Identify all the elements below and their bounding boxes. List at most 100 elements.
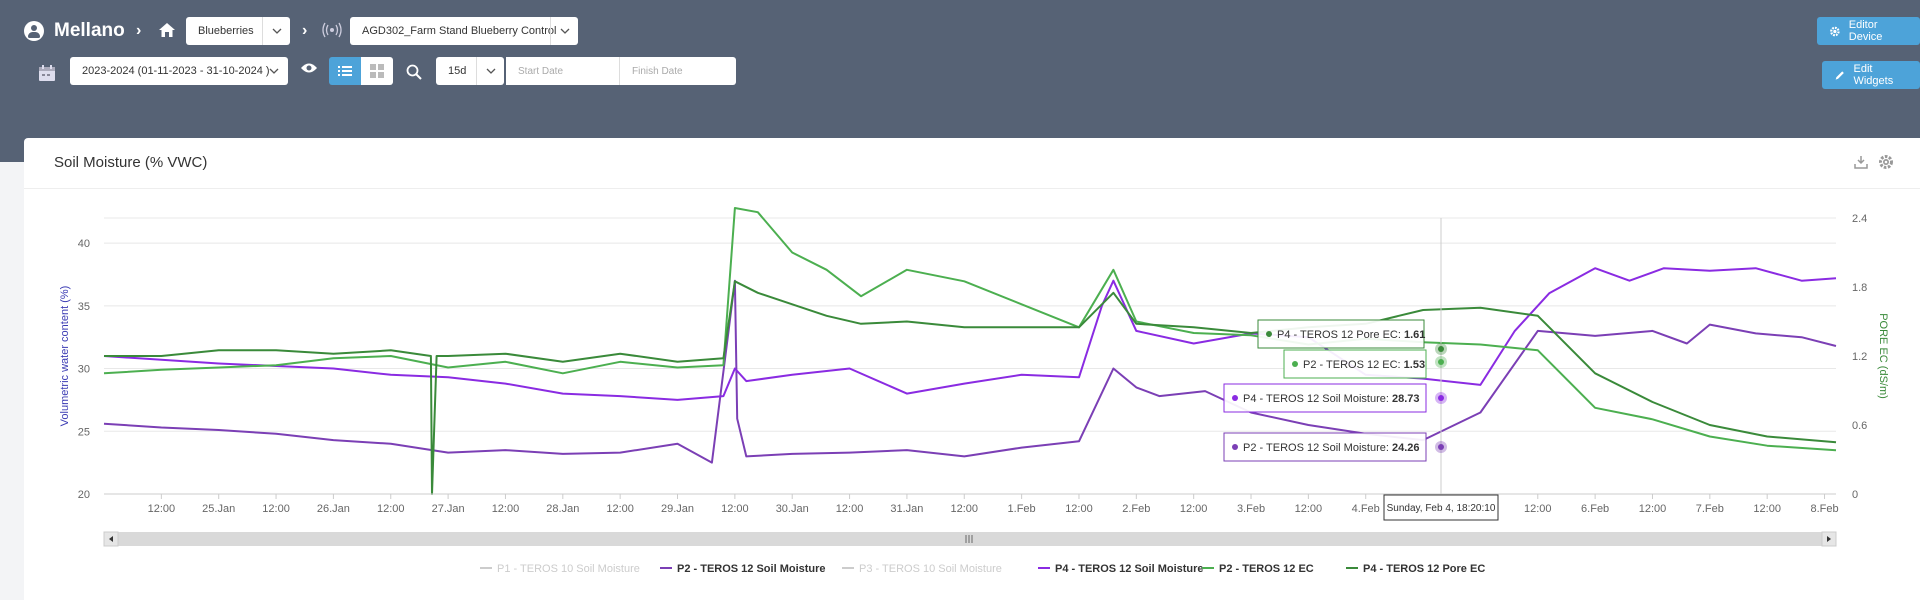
view-toggle	[329, 57, 393, 85]
y-left-tick-label: 20	[78, 489, 90, 501]
editor-device-button[interactable]: Editor Device	[1817, 17, 1920, 45]
brand-name: Mellano	[54, 20, 125, 41]
finish-date-input[interactable]: Finish Date	[620, 57, 736, 85]
tooltip-dot	[1292, 361, 1298, 367]
farm-select-value: Blueberries	[198, 25, 254, 37]
legend-label: P2 - TEROS 12 Soil Moisture	[677, 563, 826, 575]
series-line[interactable]	[103, 267, 1837, 401]
x-tick-label: 12:00	[262, 503, 290, 515]
legend-label: P4 - TEROS 12 Pore EC	[1363, 563, 1485, 575]
top-bar: Mellano › Blueberries › AGD302_Farm Stan…	[0, 0, 1920, 162]
series-line[interactable]	[103, 207, 1837, 452]
legend-item[interactable]: P2 - TEROS 12 EC	[1202, 563, 1314, 575]
tooltip-value: 1.61	[1404, 329, 1425, 341]
edit-widgets-label: Edit Widgets	[1853, 63, 1894, 87]
chevron-right-icon: ›	[302, 22, 308, 39]
pencil-icon	[1835, 70, 1844, 80]
series-line[interactable]	[103, 279, 1837, 464]
x-tick-label: 12:00	[1295, 503, 1323, 515]
x-tick-label: 12:00	[377, 503, 405, 515]
eye-icon[interactable]	[300, 62, 318, 74]
legend-item[interactable]: P4 - TEROS 12 Pore EC	[1346, 563, 1485, 575]
hover-marker-dot	[1438, 346, 1444, 352]
tooltip-box	[1257, 319, 1425, 349]
chevron-right-icon: ›	[136, 22, 142, 39]
x-tick-label: 6.Feb	[1581, 503, 1609, 515]
tooltip-text: P4 - TEROS 12 Soil Moisture: 28.73	[1243, 393, 1420, 405]
legend-label: P4 - TEROS 12 Soil Moisture	[1055, 563, 1204, 575]
series-line[interactable]	[104, 280, 1837, 495]
user-icon[interactable]	[24, 21, 44, 41]
chevron-down-icon	[262, 17, 290, 45]
y-right-tick-label: 1.2	[1852, 351, 1867, 363]
x-tick-label: 12:00	[606, 503, 634, 515]
tooltip-series-name: P4 - TEROS 12 Soil Moisture:	[1243, 393, 1392, 405]
device-select[interactable]: AGD302_Farm Stand Blueberry Control	[350, 17, 578, 45]
chevron-down-icon	[476, 57, 504, 85]
scroll-left-arrow-icon	[109, 536, 113, 542]
legend-item[interactable]: P3 - TEROS 10 Soil Moisture	[842, 563, 1002, 575]
tooltip-series-name: P2 - TEROS 12 EC:	[1303, 359, 1404, 371]
grid-icon	[370, 64, 384, 78]
y-right-tick-label: 0	[1852, 489, 1858, 501]
y-left-axis-title: Volumetric water content (%)	[59, 286, 71, 427]
y-left-tick-label: 30	[78, 364, 90, 376]
range-select[interactable]: 15d	[436, 57, 504, 85]
hover-marker-dot	[1438, 444, 1444, 450]
calendar-icon[interactable]	[38, 64, 56, 82]
x-tick-label: 12:00	[148, 503, 176, 515]
grid-view-button[interactable]	[361, 57, 393, 85]
tooltip-text: P2 - TEROS 12 Soil Moisture: 24.26	[1243, 442, 1420, 454]
farm-select[interactable]: Blueberries	[186, 17, 290, 45]
tooltip-box	[1283, 349, 1427, 379]
x-tick-label: 26.Jan	[317, 503, 350, 515]
tooltip-dot	[1266, 331, 1272, 337]
legend-label: P1 - TEROS 10 Soil Moisture	[497, 563, 640, 575]
search-icon[interactable]	[406, 64, 422, 80]
tooltip-box	[1223, 383, 1427, 413]
chevron-down-icon	[550, 17, 578, 45]
x-tick-label: 29.Jan	[661, 503, 694, 515]
edit-widgets-button[interactable]: Edit Widgets	[1822, 61, 1920, 89]
list-view-button[interactable]	[329, 57, 361, 85]
hover-marker-dot	[1438, 359, 1444, 365]
legend-label: P2 - TEROS 12 EC	[1219, 563, 1314, 575]
legend-item[interactable]: P4 - TEROS 12 Soil Moisture	[1038, 563, 1204, 575]
widget-header-divider	[24, 188, 1920, 189]
season-select-value: 2023-2024 (01-11-2023 - 31-10-2024 )	[82, 65, 270, 77]
brand[interactable]: Mellano	[24, 20, 125, 42]
y-right-tick-label: 0.6	[1852, 420, 1867, 432]
x-tick-label: 8.Feb	[1810, 503, 1838, 515]
tooltip-text: P2 - TEROS 12 EC: 1.53	[1303, 359, 1425, 371]
tooltip-dot	[1232, 444, 1238, 450]
signal-icon	[322, 22, 342, 38]
x-tick-label: 7.Feb	[1696, 503, 1724, 515]
widget-title: Soil Moisture (% VWC)	[54, 154, 208, 171]
x-tick-label: 27.Jan	[432, 503, 465, 515]
settings-gear-icon[interactable]	[1878, 154, 1894, 170]
legend-item[interactable]: P2 - TEROS 12 Soil Moisture	[660, 563, 826, 575]
start-date-input[interactable]: Start Date	[506, 57, 620, 85]
x-tick-label: 12:00	[1524, 503, 1552, 515]
crosshair-label: Sunday, Feb 4, 18:20:10	[1387, 503, 1496, 514]
legend-item[interactable]: P1 - TEROS 10 Soil Moisture	[480, 563, 640, 575]
x-tick-label: 1.Feb	[1008, 503, 1036, 515]
x-tick-label: 12:00	[492, 503, 520, 515]
chart-scrollbar[interactable]	[104, 532, 1836, 546]
y-right-tick-label: 2.4	[1852, 213, 1867, 225]
x-tick-label: 12:00	[1180, 503, 1208, 515]
season-select[interactable]: 2023-2024 (01-11-2023 - 31-10-2024 )	[70, 57, 288, 85]
gear-icon	[1830, 26, 1840, 36]
legend-label: P3 - TEROS 10 Soil Moisture	[859, 563, 1002, 575]
list-icon	[338, 66, 352, 76]
range-select-value: 15d	[448, 65, 467, 77]
home-icon[interactable]	[158, 21, 176, 39]
y-left-tick-label: 35	[78, 301, 90, 313]
device-select-value: AGD302_Farm Stand Blueberry Control	[362, 25, 557, 37]
chevron-down-icon	[260, 57, 288, 85]
download-icon[interactable]	[1854, 155, 1868, 169]
x-tick-label: 3.Feb	[1237, 503, 1265, 515]
x-tick-label: 4.Feb	[1352, 503, 1380, 515]
x-tick-label: 12:00	[1753, 503, 1781, 515]
